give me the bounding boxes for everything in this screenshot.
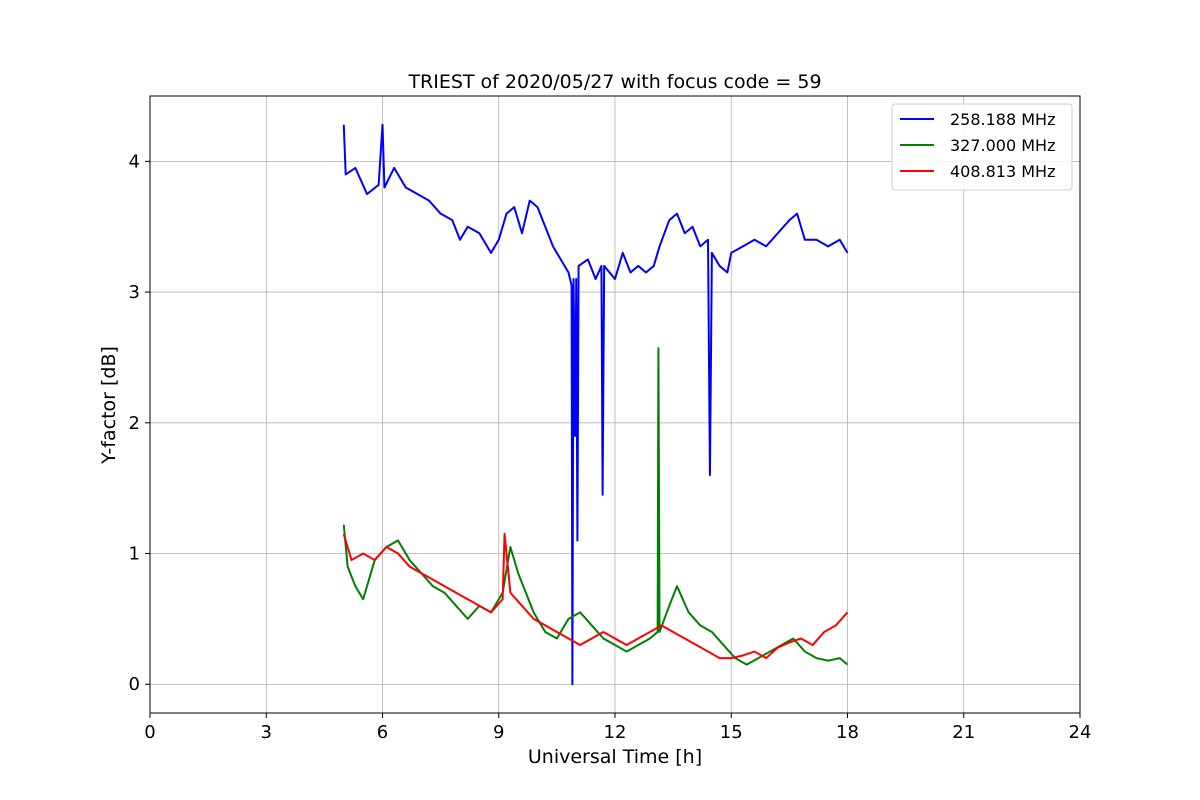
x-tick-label: 0 xyxy=(144,722,155,743)
y-axis-label: Y-factor [dB] xyxy=(98,346,120,465)
x-tick-label: 24 xyxy=(1069,722,1092,743)
chart-title: TRIEST of 2020/05/27 with focus code = 5… xyxy=(407,71,821,93)
y-tick-label: 3 xyxy=(129,282,140,303)
series-line-2 xyxy=(342,347,849,666)
x-tick-label: 12 xyxy=(604,722,627,743)
legend-entry: 258.188 MHz xyxy=(950,110,1055,129)
x-tick-label: 15 xyxy=(720,722,743,743)
plot-area xyxy=(342,123,849,686)
x-axis-label: Universal Time [h] xyxy=(528,746,702,768)
legend-entry: 327.000 MHz xyxy=(950,136,1055,155)
y-axis: 0 1 2 3 4 xyxy=(129,151,150,695)
x-tick-label: 9 xyxy=(493,722,504,743)
series-line-3 xyxy=(342,532,849,660)
x-tick-label: 6 xyxy=(377,722,388,743)
legend-entry: 408.813 MHz xyxy=(950,162,1055,181)
y-tick-label: 4 xyxy=(129,151,140,172)
legend: 258.188 MHz 327.000 MHz 408.813 MHz xyxy=(891,103,1073,191)
x-tick-label: 18 xyxy=(836,722,859,743)
series-line-1 xyxy=(342,123,849,686)
y-tick-label: 1 xyxy=(129,544,140,565)
x-tick-label: 3 xyxy=(261,722,272,743)
y-tick-label: 2 xyxy=(129,413,140,434)
x-tick-label: 21 xyxy=(952,722,975,743)
x-axis: 0 3 6 9 12 15 18 21 24 xyxy=(144,713,1091,743)
legend-box xyxy=(891,103,1073,191)
y-tick-label: 0 xyxy=(129,674,140,695)
